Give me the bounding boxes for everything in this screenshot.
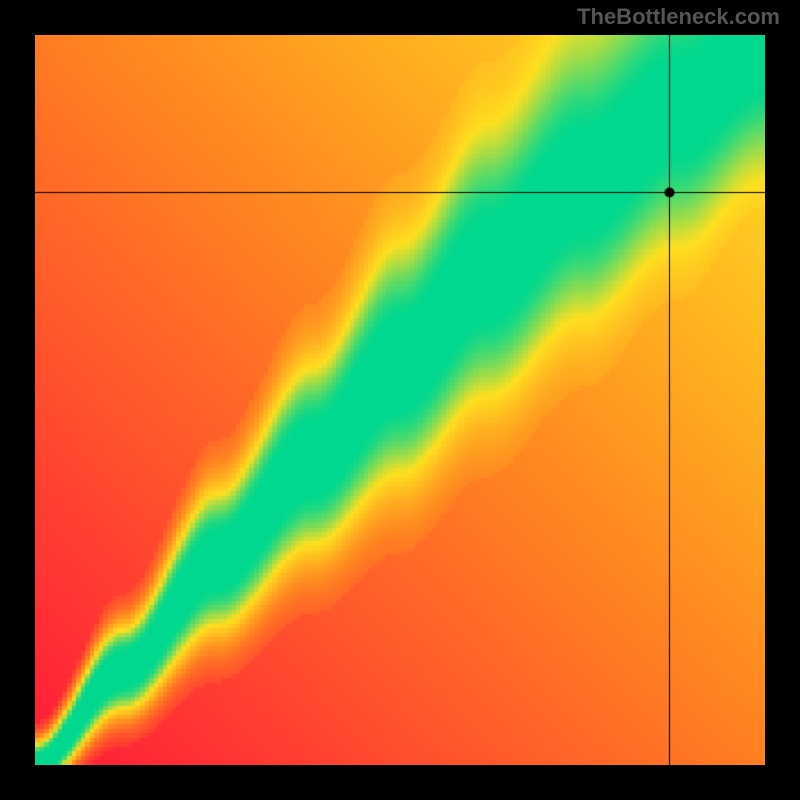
watermark-text: TheBottleneck.com [577,4,780,30]
bottleneck-heatmap [35,35,765,765]
